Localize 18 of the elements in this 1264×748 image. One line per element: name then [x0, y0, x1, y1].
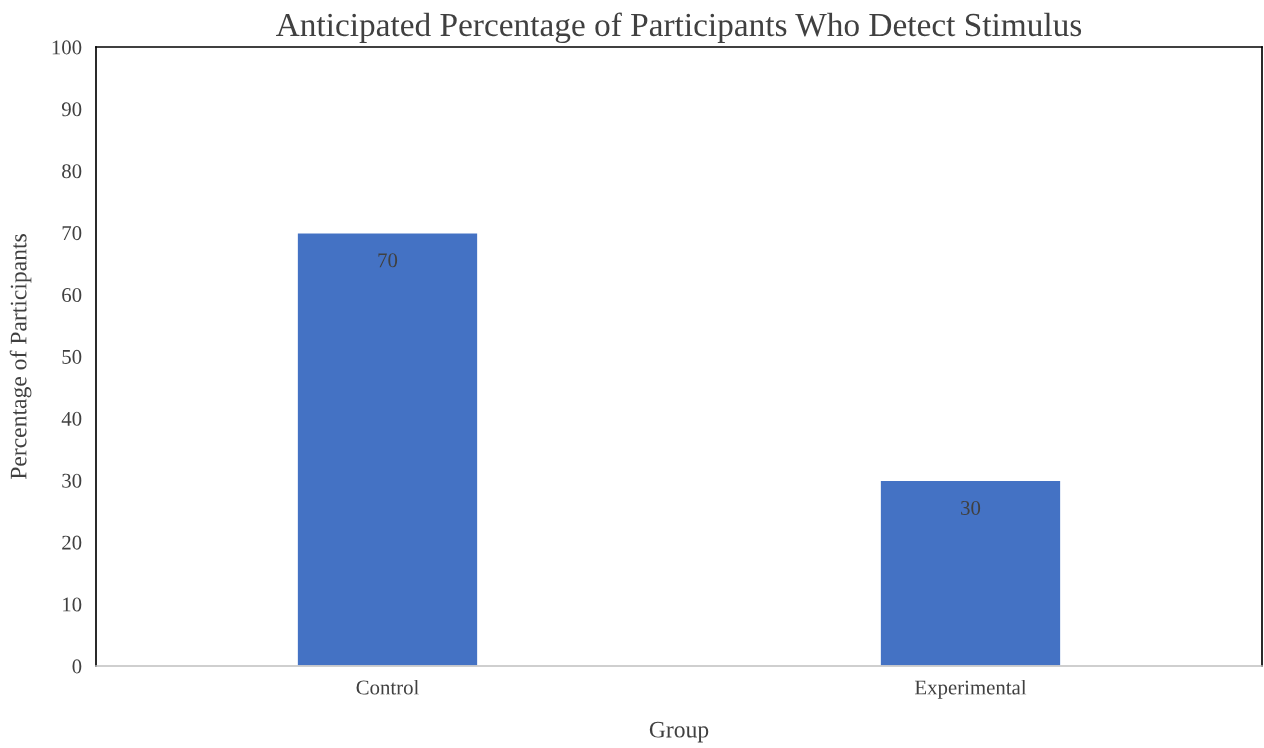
y-tick-label: 60 — [62, 287, 82, 303]
y-tick-label: 80 — [62, 164, 82, 179]
y-tick-label: 20 — [62, 535, 82, 550]
y-tick-label: 0 — [72, 659, 82, 674]
x-axis-title: Group — [649, 721, 709, 743]
data-label: 70 — [378, 253, 398, 268]
y-axis-title: Percentage of Participants — [9, 234, 32, 480]
chart-title: Anticipated Percentage of Participants Who Detect Stimulus — [276, 12, 1082, 44]
y-tick-label: 10 — [63, 597, 82, 612]
y-tick-label: 30 — [62, 473, 82, 488]
y-tick-label: 50 — [62, 349, 82, 364]
y-tick-label: 100 — [52, 40, 82, 55]
x-tick-label: Experimental — [914, 679, 1027, 699]
y-tick-label: 70 — [62, 226, 82, 241]
data-label: 30 — [961, 500, 981, 515]
x-tick-label: Control — [356, 679, 419, 695]
y-tick-label: 40 — [61, 411, 82, 426]
y-tick-label: 90 — [61, 102, 82, 117]
